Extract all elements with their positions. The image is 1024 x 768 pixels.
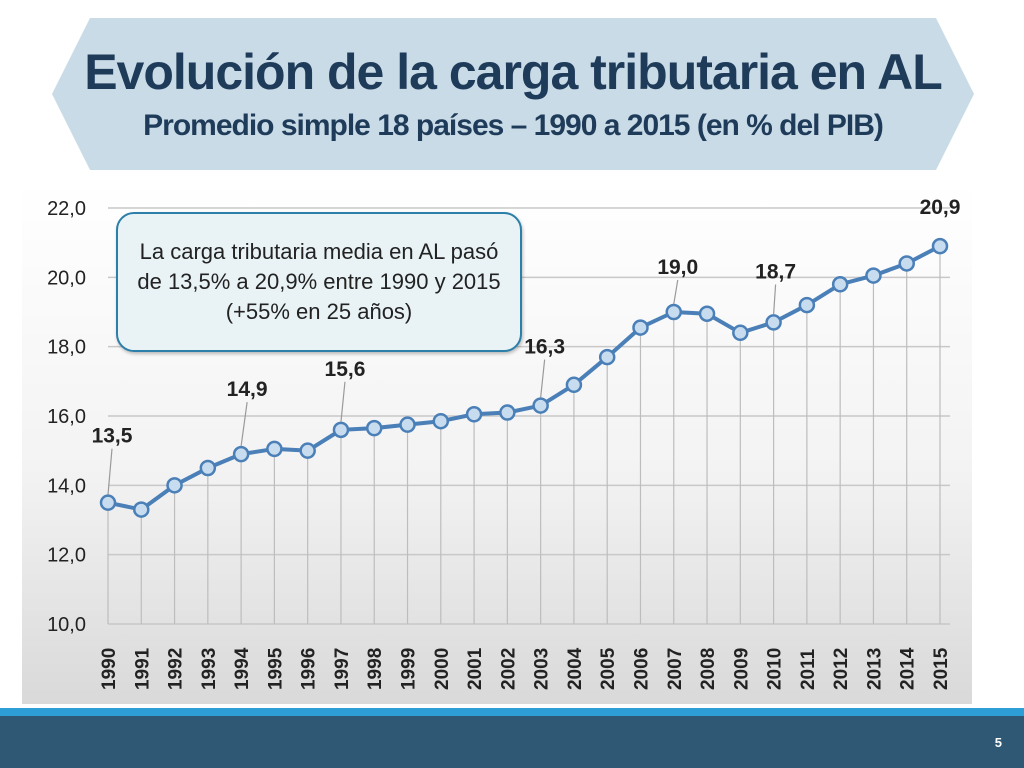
data-point bbox=[798, 296, 816, 314]
data-point bbox=[99, 494, 117, 511]
x-tick-label: 2005 bbox=[598, 647, 619, 690]
data-point bbox=[665, 303, 683, 321]
data-label-leader bbox=[107, 448, 113, 495]
data-point bbox=[166, 477, 183, 494]
data-point bbox=[365, 419, 383, 437]
x-tick-label: 2002 bbox=[498, 648, 519, 690]
y-tick-label: 18,0 bbox=[47, 337, 86, 359]
data-label-leader bbox=[340, 381, 346, 422]
callout-box: La carga tributaria media en AL pasó de … bbox=[116, 212, 522, 352]
slide-title: Evolución de la carga tributaria en AL bbox=[84, 44, 943, 100]
data-label: 19,0 bbox=[657, 256, 698, 279]
y-tick-label: 12,0 bbox=[47, 545, 86, 567]
data-point bbox=[931, 237, 949, 255]
x-tick-label: 2000 bbox=[432, 648, 453, 690]
y-tick-label: 14,0 bbox=[47, 475, 86, 497]
x-tick-label: 1990 bbox=[99, 648, 120, 690]
data-label-leader bbox=[540, 359, 546, 398]
x-tick-label: 2015 bbox=[931, 647, 952, 690]
data-point bbox=[732, 324, 749, 342]
data-point bbox=[299, 442, 316, 459]
data-point bbox=[865, 267, 882, 284]
data-point bbox=[432, 412, 450, 430]
x-tick-label: 1993 bbox=[199, 648, 220, 690]
data-label-leader bbox=[773, 284, 777, 315]
data-label: 16,3 bbox=[524, 336, 565, 359]
x-tick-label: 1994 bbox=[232, 647, 253, 690]
footer-bar bbox=[0, 716, 1024, 768]
x-tick-label: 2008 bbox=[698, 648, 719, 690]
x-tick-label: 2001 bbox=[465, 647, 486, 690]
x-tick-label: 1999 bbox=[399, 648, 420, 690]
x-tick-label: 1995 bbox=[265, 647, 286, 690]
title-banner: Evolución de la carga tributaria en AL P… bbox=[52, 18, 974, 170]
x-tick-label: 2012 bbox=[831, 648, 852, 690]
y-tick-label: 16,0 bbox=[47, 406, 86, 428]
x-tick-label: 2006 bbox=[631, 648, 652, 690]
data-label: 18,7 bbox=[755, 260, 796, 283]
data-point bbox=[332, 421, 350, 439]
slide-subtitle: Promedio simple 18 países – 1990 a 2015 … bbox=[143, 109, 884, 142]
data-label-leader bbox=[240, 402, 248, 447]
data-point bbox=[499, 404, 516, 421]
data-point bbox=[399, 416, 416, 433]
data-point bbox=[765, 314, 782, 331]
data-label: 15,6 bbox=[325, 358, 366, 381]
x-tick-label: 1991 bbox=[132, 647, 153, 690]
y-tick-label: 22,0 bbox=[47, 198, 86, 220]
data-label: 13,5 bbox=[92, 425, 133, 448]
callout-text: La carga tributaria media en AL pasó de … bbox=[137, 239, 501, 324]
x-tick-label: 1997 bbox=[332, 648, 353, 690]
data-point bbox=[598, 348, 616, 366]
x-tick-label: 2014 bbox=[898, 647, 919, 690]
data-point bbox=[532, 397, 549, 414]
data-point bbox=[632, 319, 649, 336]
x-tick-label: 2013 bbox=[864, 648, 885, 690]
x-tick-label: 2003 bbox=[532, 648, 553, 690]
x-tick-label: 1992 bbox=[166, 648, 187, 690]
data-point bbox=[465, 406, 483, 423]
data-point bbox=[232, 445, 250, 463]
data-point bbox=[698, 305, 716, 322]
x-tick-label: 2007 bbox=[665, 648, 686, 690]
data-point bbox=[565, 376, 583, 394]
data-point bbox=[831, 276, 849, 293]
data-label: 14,9 bbox=[227, 378, 268, 401]
x-tick-label: 2004 bbox=[565, 647, 586, 690]
title-banner-shape bbox=[52, 18, 974, 170]
x-tick-label: 1996 bbox=[299, 648, 320, 690]
data-point bbox=[133, 501, 150, 518]
data-label-leader bbox=[673, 279, 679, 305]
x-tick-label: 2011 bbox=[798, 648, 819, 690]
y-tick-label: 20,0 bbox=[47, 267, 86, 289]
data-point bbox=[199, 459, 217, 477]
page-number: 5 bbox=[994, 735, 1002, 750]
data-point bbox=[898, 255, 915, 272]
y-tick-label: 10,0 bbox=[47, 614, 86, 636]
data-point bbox=[266, 440, 283, 458]
x-tick-label: 2009 bbox=[731, 648, 752, 690]
data-label: 20,9 bbox=[920, 196, 961, 219]
x-tick-label: 2010 bbox=[765, 648, 786, 690]
footer-accent-bar bbox=[0, 708, 1024, 716]
x-tick-label: 1998 bbox=[365, 648, 386, 690]
